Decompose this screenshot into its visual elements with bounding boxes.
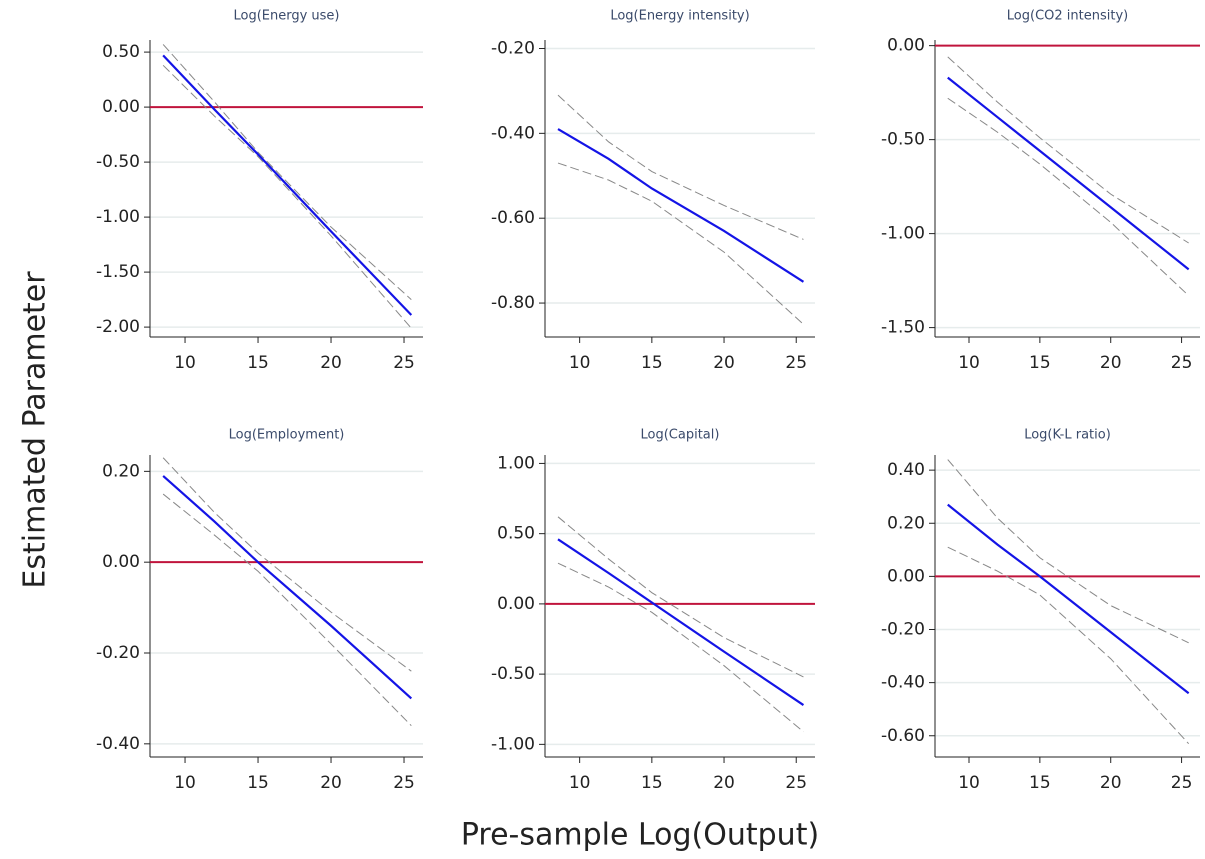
- x-tick-label: 25: [1171, 353, 1193, 373]
- x-tick-label: 20: [320, 773, 342, 793]
- y-tick-label: -0.20: [96, 643, 140, 663]
- x-tick-label: 20: [1100, 353, 1122, 373]
- confidence-line: [557, 516, 804, 678]
- y-tick-label: 0.00: [887, 36, 925, 56]
- x-tick-label: 20: [713, 353, 735, 373]
- x-tick-label: 15: [247, 353, 269, 373]
- confidence-line: [557, 562, 804, 733]
- estimate-line: [557, 128, 805, 283]
- y-tick-label: -0.40: [96, 734, 140, 754]
- confidence-line: [162, 44, 412, 300]
- x-tick-label: 10: [958, 353, 980, 373]
- confidence-line: [947, 56, 1189, 244]
- x-tick-label: 15: [1029, 773, 1051, 793]
- y-tick-label: 0.50: [102, 42, 140, 62]
- confidence-line: [162, 64, 412, 329]
- estimate-line: [162, 475, 413, 700]
- y-tick-label: -0.40: [491, 123, 535, 143]
- confidence-line: [162, 493, 412, 727]
- x-tick-label: 20: [713, 773, 735, 793]
- y-tick-label: 1.00: [497, 453, 535, 473]
- y-tick-label: -0.80: [491, 293, 535, 313]
- y-tick-label: -0.40: [881, 673, 925, 693]
- panel-title: Log(Energy use): [233, 9, 339, 24]
- y-tick-label: -0.50: [491, 664, 535, 684]
- x-tick-label: 10: [569, 353, 591, 373]
- y-tick-label: 0.00: [497, 594, 535, 614]
- y-tick-label: -0.20: [491, 38, 535, 58]
- x-tick-label: 25: [1171, 773, 1193, 793]
- y-tick-label: 0.00: [887, 566, 925, 586]
- y-tick-label: -1.50: [881, 318, 925, 338]
- y-tick-label: -0.50: [881, 130, 925, 150]
- x-tick-label: 25: [785, 773, 807, 793]
- panel-title: Log(Energy intensity): [610, 9, 749, 24]
- y-tick-label: 0.00: [102, 97, 140, 117]
- confidence-line: [557, 94, 804, 240]
- x-tick-label: 20: [320, 353, 342, 373]
- confidence-line: [947, 459, 1189, 644]
- confidence-line: [947, 546, 1190, 745]
- x-tick-label: 25: [393, 773, 415, 793]
- x-tick-label: 25: [785, 353, 807, 373]
- x-tick-label: 10: [174, 773, 196, 793]
- y-tick-label: 0.20: [887, 513, 925, 533]
- x-tick-label: 10: [958, 773, 980, 793]
- y-tick-label: -0.20: [881, 620, 925, 640]
- x-tick-label: 20: [1100, 773, 1122, 793]
- confidence-line: [947, 97, 1190, 297]
- panel-title: Log(Employment): [229, 428, 345, 443]
- x-tick-label: 10: [174, 353, 196, 373]
- y-tick-label: -2.00: [96, 317, 140, 337]
- y-tick-label: -0.60: [491, 208, 535, 228]
- y-tick-label: -1.00: [96, 207, 140, 227]
- estimate-line: [557, 538, 805, 706]
- estimate-line: [947, 503, 1190, 695]
- x-tick-label: 10: [569, 773, 591, 793]
- x-axis-label: Pre-sample Log(Output): [461, 818, 819, 853]
- confidence-line: [557, 162, 804, 325]
- x-tick-label: 25: [393, 353, 415, 373]
- x-tick-label: 15: [247, 773, 269, 793]
- panel-title: Log(CO2 intensity): [1007, 9, 1128, 24]
- x-tick-label: 15: [641, 353, 663, 373]
- panel-title: Log(K-L ratio): [1024, 428, 1111, 443]
- panel-title: Log(Capital): [641, 428, 720, 443]
- y-tick-label: 0.50: [497, 524, 535, 544]
- y-tick-label: -1.50: [96, 262, 140, 282]
- y-tick-label: 0.00: [102, 552, 140, 572]
- y-tick-label: -1.00: [881, 224, 925, 244]
- estimate-line: [947, 76, 1190, 271]
- x-tick-label: 15: [1029, 353, 1051, 373]
- y-tick-label: -0.50: [96, 152, 140, 172]
- y-tick-label: -1.00: [491, 734, 535, 754]
- y-tick-label: 0.40: [887, 460, 925, 480]
- confidence-line: [162, 457, 412, 672]
- estimate-line: [162, 54, 413, 316]
- x-tick-label: 15: [641, 773, 663, 793]
- y-tick-label: 0.20: [102, 461, 140, 481]
- y-tick-label: -0.60: [881, 726, 925, 746]
- y-axis-label: Estimated Parameter: [18, 271, 53, 589]
